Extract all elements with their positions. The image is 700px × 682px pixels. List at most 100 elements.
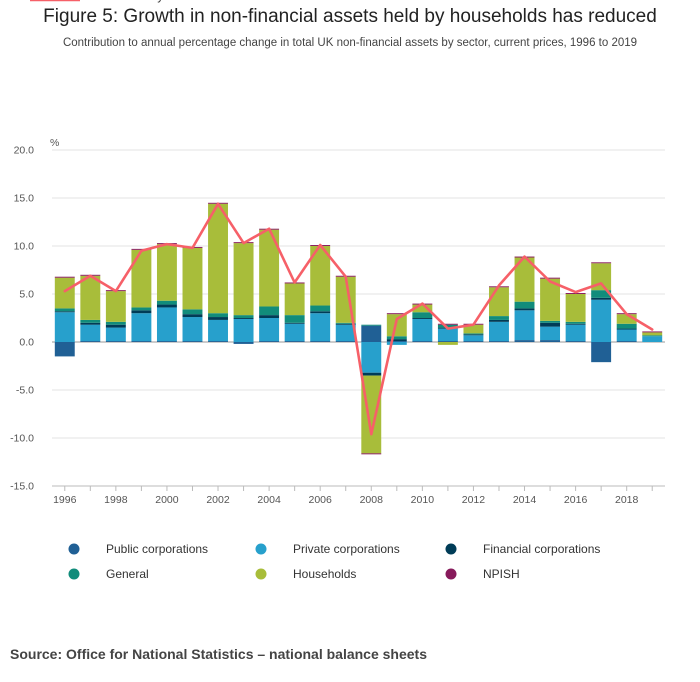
bar-public-corporations-1997 xyxy=(80,341,101,342)
bar-public-corporations-2000 xyxy=(156,341,177,342)
bar-households-2015 xyxy=(540,278,561,321)
bar-households-2008 xyxy=(361,375,382,454)
bar-general-1997 xyxy=(80,319,101,323)
bar-financial-corporations-2000 xyxy=(156,304,177,308)
line-total-economy xyxy=(63,202,654,436)
bar-financial-corporations-2008 xyxy=(361,372,382,376)
bar-public-corporations-2017 xyxy=(591,342,612,363)
bar-financial-corporations-1998 xyxy=(105,324,126,328)
bar-private-corporations-2019 xyxy=(642,336,663,342)
bar-public-corporations-2013 xyxy=(489,341,509,342)
bar-households-2017 xyxy=(591,263,612,291)
bar-financial-corporations-2004 xyxy=(259,315,280,318)
x-tick-label: 2004 xyxy=(257,494,281,506)
bar-financial-corporations-2012 xyxy=(463,334,484,336)
bar-general-2002 xyxy=(208,313,228,318)
legend-label-households: Households xyxy=(293,567,356,581)
legend-swatch-financial-corporations xyxy=(445,543,457,555)
bar-private-corporations-2013 xyxy=(489,321,509,342)
bar-general-2011 xyxy=(437,324,458,328)
bar-general-1999 xyxy=(131,307,152,311)
bar-private-corporations-2015 xyxy=(540,326,561,341)
y-tick-label: 20.0 xyxy=(14,145,35,157)
bar-public-corporations-2007 xyxy=(335,341,356,342)
bar-general-2019 xyxy=(642,335,663,337)
bar-households-2001 xyxy=(182,247,203,310)
bar-private-corporations-1998 xyxy=(105,327,126,342)
bar-general-2006 xyxy=(310,305,331,312)
bar-public-corporations-2008 xyxy=(361,325,382,342)
bar-households-2002 xyxy=(208,203,228,314)
bar-private-corporations-2018 xyxy=(616,329,637,342)
bar-financial-corporations-1999 xyxy=(131,310,152,314)
bar-financial-corporations-2015 xyxy=(540,322,561,327)
bar-households-1996 xyxy=(54,277,75,309)
bar-general-2014 xyxy=(514,301,535,309)
bar-financial-corporations-2006 xyxy=(310,311,331,314)
chart-title: Figure 5: Growth in non-financial assets… xyxy=(43,6,657,27)
bar-public-corporations-1998 xyxy=(105,341,126,342)
bar-public-corporations-2016 xyxy=(565,341,586,342)
bar-households-2016 xyxy=(565,294,586,322)
legend-label-general: General xyxy=(106,567,149,581)
bar-households-2006 xyxy=(310,246,331,306)
bar-general-2004 xyxy=(259,306,280,316)
bar-npish-1996 xyxy=(54,276,75,278)
bar-private-corporations-2012 xyxy=(463,335,484,342)
legend-label-npish: NPISH xyxy=(483,567,520,581)
y-tick-label: -10.0 xyxy=(10,433,34,445)
legend-label-public-corporations: Public corporations xyxy=(106,542,208,556)
legend-swatch-npish xyxy=(445,568,457,580)
bar-general-1996 xyxy=(54,308,75,312)
bar-households-2000 xyxy=(156,244,177,301)
bar-households-2004 xyxy=(259,229,280,307)
bar-households-2012 xyxy=(463,324,484,334)
bar-private-corporations-2011 xyxy=(437,328,458,342)
legend-swatch-general xyxy=(68,568,80,580)
bar-private-corporations-2002 xyxy=(208,319,228,342)
legend-label-private-corporations: Private corporations xyxy=(293,542,400,556)
bar-general-2018 xyxy=(616,323,637,329)
chart-subtitle: Contribution to annual percentage change… xyxy=(62,37,638,49)
bar-households-2013 xyxy=(489,287,509,317)
bar-households-1997 xyxy=(80,275,101,320)
bar-npish-2011 xyxy=(437,323,458,325)
x-tick-label: 2008 xyxy=(360,494,384,506)
x-tick-label: 2000 xyxy=(155,494,179,506)
bar-financial-corporations-2003 xyxy=(233,318,254,319)
chart: 20.0 15.0 10.0 5.0 0.0 -5.0 -10.0 -15.0% 1996 199… xyxy=(10,0,665,581)
legend-swatch-public-corporations xyxy=(68,543,80,555)
bar-public-corporations-2003 xyxy=(233,342,254,344)
x-tick-label: 1996 xyxy=(53,494,77,506)
bar-general-2001 xyxy=(182,309,203,315)
bar-private-corporations-2005 xyxy=(284,323,305,342)
y-tick-label: -15.0 xyxy=(10,481,34,493)
bar-financial-corporations-2010 xyxy=(412,318,433,319)
source-note: Source: Office for National Statistics –… xyxy=(10,646,428,662)
bar-general-2000 xyxy=(156,300,177,305)
bar-financial-corporations-2001 xyxy=(182,314,203,318)
bar-general-2005 xyxy=(284,315,305,323)
bar-public-corporations-2009 xyxy=(386,341,407,342)
bar-private-corporations-2014 xyxy=(514,310,535,341)
bar-public-corporations-1999 xyxy=(131,341,152,342)
bar-households-2010 xyxy=(412,304,433,313)
bar-general-2012 xyxy=(463,333,484,335)
x-tick-label: 2016 xyxy=(564,494,588,506)
bar-financial-corporations-2013 xyxy=(489,319,509,322)
bar-private-corporations-2000 xyxy=(156,307,177,342)
bar-public-corporations-2004 xyxy=(259,341,280,342)
bar-private-corporations-2008 xyxy=(361,342,382,373)
bar-npish-2017 xyxy=(591,262,612,264)
bar-public-corporations-2015 xyxy=(540,340,561,342)
legend-label-total-economy: Total economy xyxy=(86,0,163,3)
bar-private-corporations-2001 xyxy=(182,317,203,342)
bar-private-corporations-2016 xyxy=(565,324,586,342)
bar-general-2015 xyxy=(540,320,561,323)
bar-financial-corporations-2002 xyxy=(208,317,228,320)
bar-private-corporations-1996 xyxy=(54,312,75,342)
x-tick-label: 2010 xyxy=(411,494,435,506)
bar-financial-corporations-2005 xyxy=(284,322,305,324)
x-tick-label: 2002 xyxy=(206,494,230,506)
bar-households-2019 xyxy=(642,332,663,336)
